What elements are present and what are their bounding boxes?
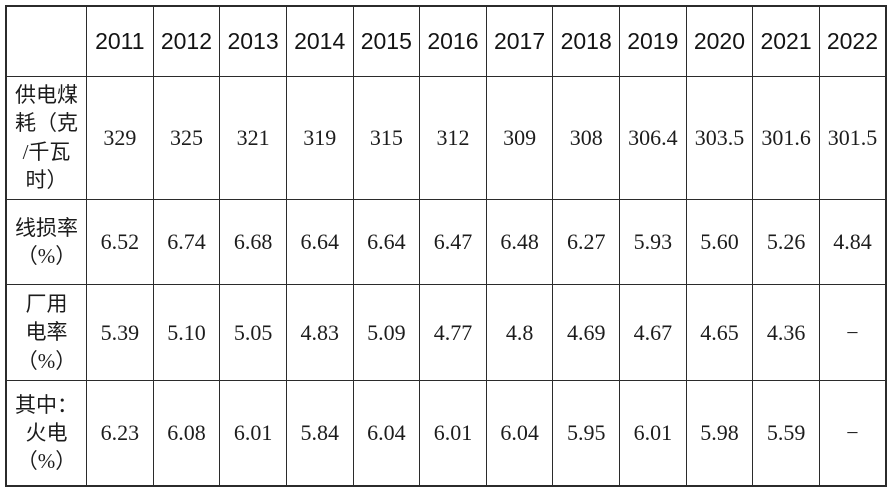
table-row: 线损率 （%） 6.52 6.74 6.68 6.64 6.64 6.47 6.48 6.27 5… — [5, 198, 887, 286]
table-cell: 4.69 — [552, 284, 620, 382]
table-cell: 306.4 — [619, 75, 687, 200]
table-cell: 6.04 — [485, 380, 554, 487]
table-cell: 6.52 — [86, 198, 154, 286]
table-cell: 5.39 — [86, 284, 154, 382]
table-cell: 329 — [86, 75, 154, 200]
table-cell: 325 — [152, 75, 221, 200]
table-cell: 5.84 — [285, 380, 354, 487]
table-cell: 6.74 — [152, 198, 221, 286]
year-header: 2021 — [752, 5, 820, 77]
table-cell: 4.83 — [285, 284, 354, 382]
table-cell: 303.5 — [685, 75, 754, 200]
table-cell: 6.64 — [285, 198, 354, 286]
year-header: 2012 — [152, 5, 221, 77]
table-cell: 6.48 — [485, 198, 554, 286]
table-cell: 4.77 — [419, 284, 487, 382]
table-cell: 5.59 — [752, 380, 820, 487]
table-cell: 301.5 — [818, 75, 887, 200]
table-cell: 319 — [285, 75, 354, 200]
table-cell: 308 — [552, 75, 620, 200]
table-cell: 4.8 — [485, 284, 554, 382]
year-header: 2013 — [219, 5, 287, 77]
table-cell: 5.60 — [685, 198, 754, 286]
row-label: 厂用 电率 （%） — [5, 284, 87, 382]
table-row: 供电煤 耗（克 /千瓦 时） 329 325 321 319 315 312 309 308 30… — [5, 75, 887, 200]
year-header: 2022 — [818, 5, 887, 77]
year-header: 2017 — [485, 5, 554, 77]
year-header: 2014 — [285, 5, 354, 77]
table-cell: − — [818, 284, 887, 382]
row-label: 供电煤 耗（克 /千瓦 时） — [5, 75, 87, 200]
table-cell: 4.84 — [818, 198, 887, 286]
table-cell: 4.65 — [685, 284, 754, 382]
year-header: 2018 — [552, 5, 620, 77]
corner-cell — [5, 5, 87, 77]
table-cell: 312 — [419, 75, 487, 200]
table-cell: 321 — [219, 75, 287, 200]
year-header: 2016 — [419, 5, 487, 77]
year-header: 2020 — [685, 5, 754, 77]
table-cell: 6.08 — [152, 380, 221, 487]
table-cell: 6.01 — [619, 380, 687, 487]
table-cell: 5.26 — [752, 198, 820, 286]
table-cell: 5.05 — [219, 284, 287, 382]
year-header: 2019 — [619, 5, 687, 77]
table-cell: 6.23 — [86, 380, 154, 487]
table-cell: 6.04 — [352, 380, 421, 487]
table-cell: 315 — [352, 75, 421, 200]
table-cell: 6.01 — [419, 380, 487, 487]
table-cell: 5.10 — [152, 284, 221, 382]
table-cell: 5.09 — [352, 284, 421, 382]
row-label: 其中： 火电 （%） — [5, 380, 87, 487]
row-label: 线损率 （%） — [5, 198, 87, 286]
year-header: 2015 — [352, 5, 421, 77]
statistics-table: 2011 2012 2013 2014 2015 2016 2017 2018 2019 2020… — [5, 5, 887, 487]
table-body: 供电煤 耗（克 /千瓦 时） 329 325 321 319 315 312 309 308 30… — [5, 75, 887, 487]
table-cell: 6.01 — [219, 380, 287, 487]
table-cell: 301.6 — [752, 75, 820, 200]
table-cell: 6.47 — [419, 198, 487, 286]
table-cell: 6.64 — [352, 198, 421, 286]
table-cell: 6.68 — [219, 198, 287, 286]
table-cell: 5.98 — [685, 380, 754, 487]
table-cell: 5.93 — [619, 198, 687, 286]
table-cell: 4.67 — [619, 284, 687, 382]
table-cell: 5.95 — [552, 380, 620, 487]
table-cell: 6.27 — [552, 198, 620, 286]
year-header: 2011 — [86, 5, 154, 77]
table-cell: 309 — [485, 75, 554, 200]
table-cell: − — [818, 380, 887, 487]
table-cell: 4.36 — [752, 284, 820, 382]
table-row: 厂用 电率 （%） 5.39 5.10 5.05 4.83 5.09 4.77 4.8 4.69… — [5, 284, 887, 382]
year-header-row: 2011 2012 2013 2014 2015 2016 2017 2018 2019 2020… — [5, 5, 887, 77]
table-row: 其中： 火电 （%） 6.23 6.08 6.01 5.84 6.04 6.01 6.04 5.… — [5, 380, 887, 487]
